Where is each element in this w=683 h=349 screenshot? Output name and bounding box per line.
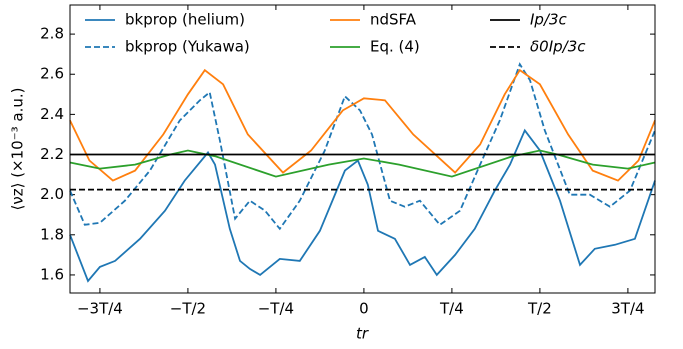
- y-tick-label: 1.8: [40, 225, 64, 243]
- series-line: [69, 149, 656, 178]
- y-axis-label: ⟨νz⟩ (×10⁻³ a.u.): [9, 87, 27, 210]
- legend-label: bkprop (Yukawa): [125, 38, 250, 56]
- series-line: [69, 62, 656, 231]
- y-tick-label: 2.4: [40, 105, 64, 123]
- x-tick-label: T/2: [527, 300, 552, 318]
- y-tick-label: 2.2: [40, 145, 64, 163]
- series-line: [69, 128, 656, 283]
- x-tick-label: −T/4: [258, 300, 294, 318]
- legend-label: bkprop (helium): [125, 11, 245, 29]
- x-tick-label: 3T/4: [611, 300, 644, 318]
- x-tick-label: T/4: [439, 300, 464, 318]
- series-line: [69, 68, 656, 182]
- legend-label: δ0Ip/3c: [530, 38, 586, 56]
- x-tick-label: −T/2: [170, 300, 206, 318]
- y-tick-label: 2.0: [40, 185, 64, 203]
- y-tick-label: 2.6: [40, 65, 64, 83]
- legend-label: ndSFA: [370, 11, 417, 29]
- y-tick-label: 2.8: [40, 25, 64, 43]
- y-tick-label: 1.6: [40, 265, 64, 283]
- legend-label: Ip/3c: [530, 11, 568, 29]
- legend-label: Eq. (4): [370, 38, 420, 56]
- plot-frame: [69, 4, 656, 294]
- x-axis-label: tr: [356, 325, 369, 343]
- x-tick-label: −3T/4: [77, 300, 123, 318]
- x-tick-label: 0: [359, 300, 369, 318]
